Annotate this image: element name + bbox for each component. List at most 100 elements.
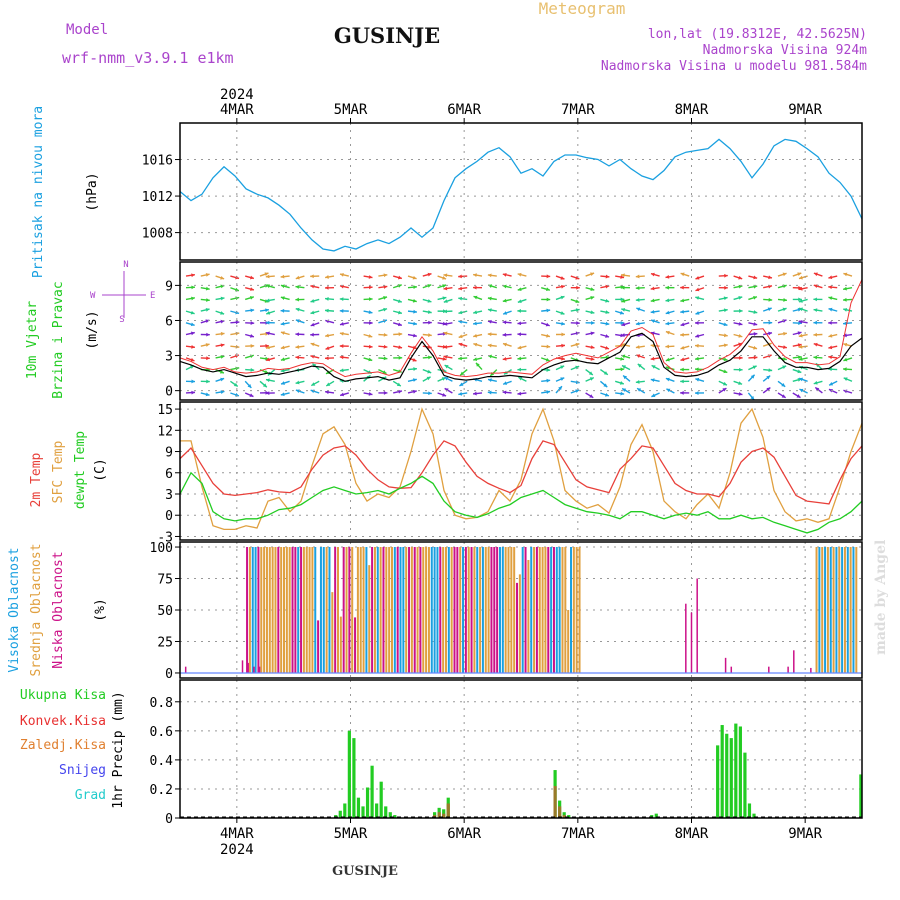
wind-arrowhead — [473, 285, 477, 290]
wind-arrowhead — [738, 296, 743, 300]
wind-arrowhead — [695, 311, 700, 315]
wind-arrowhead — [427, 299, 432, 303]
precip-total-bar — [752, 813, 756, 818]
wind-arrowhead — [310, 310, 315, 315]
wind-arrowhead — [191, 296, 195, 301]
wind-arrowhead — [815, 387, 820, 392]
wind-arrowhead — [325, 390, 329, 395]
wind-arrowhead — [781, 383, 786, 387]
wind-arrowhead — [502, 342, 507, 347]
wind-arrowhead — [650, 309, 655, 314]
wind-arrowhead — [796, 394, 801, 398]
wind-arrowhead — [665, 298, 670, 303]
wind-arrowhead — [680, 285, 684, 290]
wind-arrowhead — [250, 344, 255, 348]
wind-arrowhead — [695, 377, 700, 382]
wind-arrowhead — [325, 275, 329, 279]
pressure-ytick-label: 1016 — [142, 154, 173, 169]
wind-arrowhead — [650, 343, 655, 348]
wind-arrowhead — [517, 321, 522, 326]
cloud-ytick-label: 50 — [157, 604, 173, 619]
wind-arrowhead — [546, 333, 550, 338]
precip-frz-bar — [442, 813, 446, 818]
wind-arrowhead — [605, 334, 610, 338]
precip-total-bar — [738, 726, 742, 818]
top-xtick-label: 5MAR — [334, 102, 368, 118]
wind-arrowhead — [636, 354, 641, 358]
wind-arrowhead — [265, 356, 269, 361]
wind-arrowhead — [205, 286, 210, 291]
wind-arrowhead — [339, 355, 344, 360]
wind-arrowhead — [368, 344, 373, 349]
wind-arrowhead — [280, 308, 285, 313]
precip-frz-bar — [562, 815, 566, 818]
wind-arrowhead — [368, 297, 373, 302]
wind-arrowhead — [443, 309, 448, 314]
wind-arrowhead — [635, 274, 640, 279]
wind-arrowhead — [622, 388, 627, 392]
pressure-frame — [179, 122, 863, 261]
wind-arrowhead — [339, 297, 344, 302]
wind-arrowhead — [695, 391, 699, 395]
wind-arrowhead — [398, 389, 402, 394]
wind-arrowhead — [768, 331, 773, 336]
wind-arrowhead — [398, 345, 403, 350]
wind-arrowhead — [458, 342, 463, 347]
wind-arrowhead — [750, 374, 755, 379]
wind-arrowhead — [620, 320, 625, 325]
temp-unit: (C) — [93, 458, 108, 481]
precip-total-bar — [365, 787, 370, 818]
wind-arrowhead — [295, 355, 300, 360]
wind-arrowhead — [191, 285, 195, 290]
wind-arrowhead — [650, 356, 655, 361]
wind-arrowhead — [325, 285, 329, 290]
wind-arrowhead — [680, 391, 684, 395]
wind-arrowhead — [517, 299, 522, 303]
wind-arrowhead — [798, 319, 803, 324]
wind-arrowhead — [503, 381, 508, 385]
wind-arrowhead — [575, 342, 580, 347]
wind-arrowhead — [190, 310, 195, 315]
wind-arrowhead — [206, 332, 210, 337]
wind-arrowhead — [603, 371, 608, 375]
wind-arrowhead — [680, 298, 685, 303]
bottom-xtick-label: 6MAR — [447, 826, 481, 842]
wind-arrowhead — [427, 310, 432, 314]
wind-arrowhead — [843, 308, 848, 312]
wind-arrowhead — [266, 357, 271, 362]
wind-arrowhead — [458, 286, 463, 291]
wind-arrowhead — [650, 286, 655, 291]
wind-arrowhead — [249, 296, 254, 300]
wind-arrowhead — [576, 285, 580, 290]
bottom-xtick-label: 7MAR — [561, 826, 595, 842]
wind-arrowhead — [766, 387, 771, 392]
wind-arrowhead — [262, 383, 267, 388]
wind-arrowhead — [475, 362, 480, 367]
wind-arrowhead — [783, 331, 787, 336]
wind-arrowhead — [798, 357, 803, 361]
wind-arrowhead — [798, 333, 803, 338]
precip-total-bar — [352, 738, 356, 818]
wind-arrowhead — [249, 393, 254, 397]
precip-total-bar — [725, 733, 729, 818]
temp-ylabel-dew: dewpt Temp — [73, 431, 88, 509]
lonlat-label: lon,lat (19.8312E, 42.5625N) — [648, 27, 867, 42]
wind-arrowhead — [798, 297, 802, 302]
wind-arrowhead — [767, 307, 772, 312]
wind-arrowhead — [680, 379, 684, 384]
wind-arrowhead — [191, 390, 195, 395]
wind-arrowhead — [605, 298, 610, 303]
wind-arrowhead — [206, 356, 210, 361]
wind-arrowhead — [813, 308, 818, 313]
wind-arrowhead — [340, 272, 344, 277]
wind-arrowhead — [368, 285, 373, 290]
precip-total-bar — [370, 765, 374, 818]
wind-arrowhead — [502, 332, 507, 337]
wind-arrowhead — [205, 273, 210, 277]
wind-arrowhead — [798, 275, 803, 280]
wind-arrowhead — [722, 388, 727, 392]
wind-arrowhead — [265, 331, 270, 336]
wind-arrowhead — [605, 321, 610, 326]
precip-frz-bar — [437, 812, 441, 818]
wind-arrowhead — [561, 343, 565, 348]
